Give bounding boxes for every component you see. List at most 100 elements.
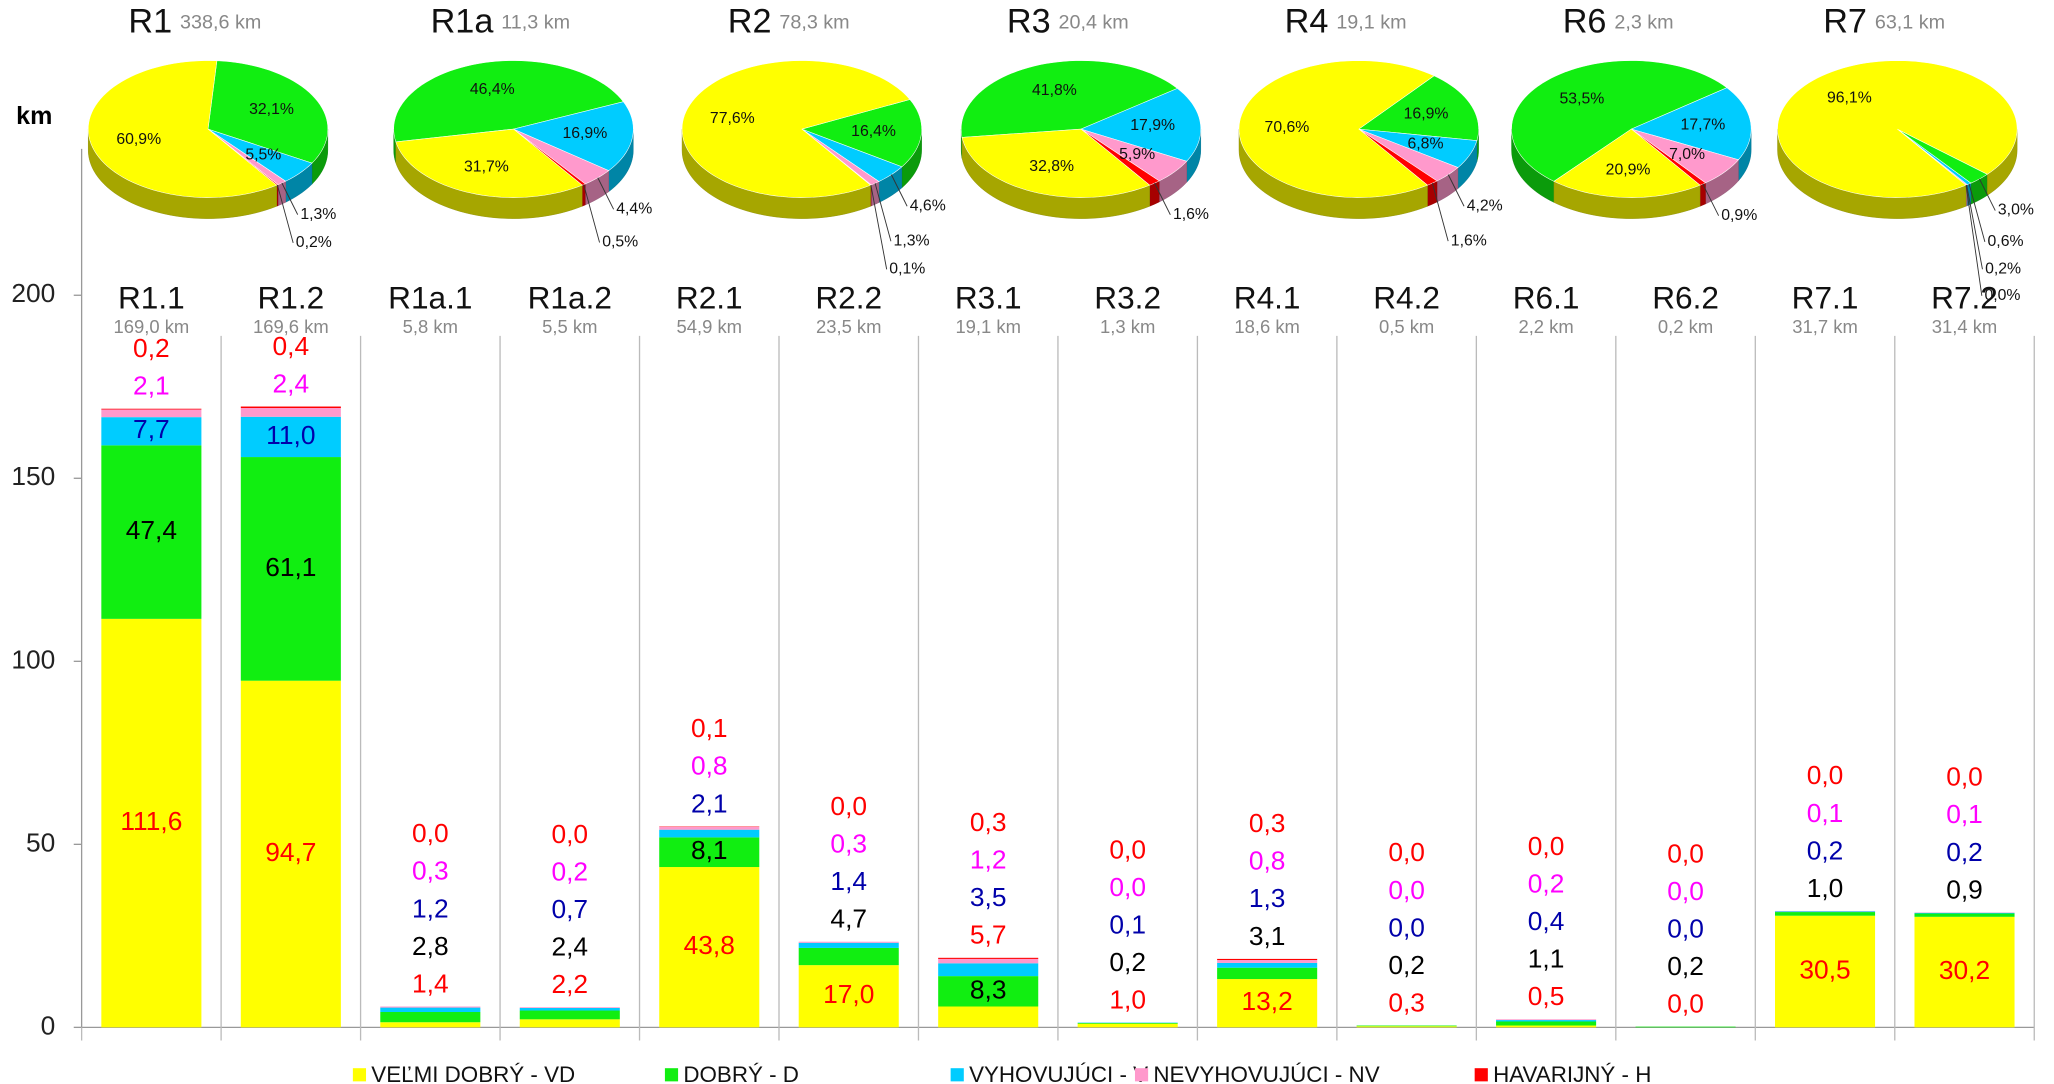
pie-title: R6 2,3 km bbox=[1563, 3, 1674, 41]
bar-segment bbox=[1217, 962, 1318, 968]
pie-slice bbox=[513, 128, 610, 185]
pie-label: 16,9% bbox=[562, 125, 607, 142]
value-label: 1,2 bbox=[970, 845, 1007, 875]
bar-segment bbox=[1775, 915, 1876, 1028]
value-label: 2,8 bbox=[412, 931, 449, 961]
pie-label: 70,6% bbox=[1265, 119, 1310, 136]
pie-leader bbox=[597, 177, 615, 210]
pie-title-name: R4 bbox=[1285, 3, 1329, 41]
pie-title-total: 20,4 km bbox=[1059, 12, 1129, 34]
pie-label: 0,2% bbox=[296, 234, 332, 251]
pie-title: R1 338,6 km bbox=[128, 3, 261, 41]
bar-segment bbox=[240, 680, 341, 1028]
pie-slice bbox=[1358, 75, 1479, 141]
pie-label: 96,1% bbox=[1827, 90, 1872, 107]
pie-slice bbox=[800, 99, 922, 168]
pie-slice bbox=[1080, 128, 1188, 182]
pie-leader bbox=[1154, 182, 1171, 215]
bar-segment bbox=[938, 976, 1039, 1007]
value-label: 0,3 bbox=[1249, 808, 1286, 838]
value-label: 0,3 bbox=[412, 856, 449, 886]
bar-segment bbox=[101, 408, 202, 410]
bar-segment bbox=[240, 416, 341, 458]
pie-leader bbox=[1431, 183, 1449, 242]
pie-leader bbox=[1966, 184, 1983, 270]
category-total: 2,2 km bbox=[1518, 316, 1573, 337]
value-label: 3,5 bbox=[970, 882, 1007, 912]
bar-segment bbox=[240, 406, 341, 409]
value-label: 0,2 bbox=[1946, 837, 1983, 867]
category-label: R1a.1 bbox=[388, 280, 472, 316]
category-total: 54,9 km bbox=[677, 316, 743, 337]
value-label: 0,7 bbox=[551, 894, 588, 924]
pie-slice bbox=[1511, 60, 1728, 182]
value-label: 1,4 bbox=[412, 968, 449, 998]
bar-segment bbox=[798, 965, 899, 1028]
bar-segment bbox=[101, 445, 202, 619]
category-label: R4.2 bbox=[1373, 280, 1440, 316]
pie-side bbox=[1699, 182, 1706, 207]
pie-leader bbox=[1447, 174, 1465, 207]
bar-segment bbox=[1217, 979, 1318, 1028]
bar-segment bbox=[1496, 1020, 1597, 1022]
value-label: 0,2 bbox=[133, 333, 170, 363]
bar-segment bbox=[938, 957, 1039, 959]
bar-segment bbox=[101, 417, 202, 446]
bar-segment bbox=[1914, 912, 2015, 914]
pie-leader bbox=[1702, 183, 1720, 216]
pie-label: 4,6% bbox=[910, 197, 946, 214]
bar-segment bbox=[798, 947, 899, 966]
pie-title-total: 338,6 km bbox=[180, 12, 261, 34]
legend-label: DOBRÝ - D bbox=[683, 1062, 799, 1084]
bar-segment bbox=[240, 408, 341, 417]
bar-segment bbox=[380, 1007, 481, 1012]
bar-segment bbox=[1356, 1026, 1457, 1028]
value-label: 0,9 bbox=[1946, 874, 1983, 904]
value-label: 1,3 bbox=[1249, 883, 1286, 913]
value-label: 0,4 bbox=[273, 331, 310, 361]
pie-slice bbox=[1358, 128, 1478, 168]
pie-label: 0,6% bbox=[1988, 233, 2024, 250]
category-total: 18,6 km bbox=[1234, 316, 1300, 337]
pie-slice bbox=[207, 128, 313, 182]
pie-label: 17,7% bbox=[1681, 116, 1726, 133]
pie-label: 60,9% bbox=[116, 131, 161, 148]
pie-title-name: R7 bbox=[1823, 3, 1867, 41]
y-tick-label: 150 bbox=[11, 461, 55, 491]
pie-leader bbox=[583, 184, 601, 243]
legend-label: HAVARIJNÝ - H bbox=[1493, 1062, 1651, 1084]
pie-title-name: R1a bbox=[431, 3, 495, 41]
pie-leader bbox=[1979, 178, 1996, 211]
value-label: 0,0 bbox=[1807, 760, 1844, 790]
bar-segment bbox=[1914, 916, 2015, 1028]
category-total: 0,2 km bbox=[1658, 316, 1713, 337]
value-label: 30,5 bbox=[1799, 954, 1850, 984]
value-label: 0,2 bbox=[1667, 951, 1704, 981]
category-label: R4.1 bbox=[1234, 280, 1301, 316]
pie-title: R2 78,3 km bbox=[728, 3, 850, 41]
legend-swatch bbox=[664, 1068, 679, 1082]
bar-segment bbox=[519, 1019, 620, 1028]
pie-title: R7 63,1 km bbox=[1823, 3, 1945, 41]
bar-segment bbox=[798, 941, 899, 943]
value-label: 0,0 bbox=[1388, 837, 1425, 867]
category-label: R2.1 bbox=[676, 280, 743, 316]
value-label: 0,2 bbox=[1388, 950, 1425, 980]
value-label: 0,1 bbox=[1807, 798, 1844, 828]
legend-swatch bbox=[950, 1068, 964, 1082]
bar-segment bbox=[798, 942, 899, 948]
pie-title: R4 19,1 km bbox=[1285, 3, 1407, 41]
bar-segment bbox=[659, 829, 760, 838]
pie-label: 1,6% bbox=[1451, 232, 1487, 249]
value-label: 0,0 bbox=[551, 819, 588, 849]
pie-leader bbox=[1965, 185, 1983, 296]
pie-label: 0,0% bbox=[1984, 287, 2020, 304]
bar-segment bbox=[1775, 912, 1876, 916]
value-label: 0,2 bbox=[551, 856, 588, 886]
category-label: R2.2 bbox=[815, 280, 882, 316]
pie-slice bbox=[395, 128, 583, 198]
pie-title-name: R1 bbox=[128, 3, 172, 41]
value-label: 1,2 bbox=[412, 893, 449, 923]
pie-title-name: R2 bbox=[728, 3, 772, 41]
value-label: 1,0 bbox=[1109, 984, 1146, 1014]
